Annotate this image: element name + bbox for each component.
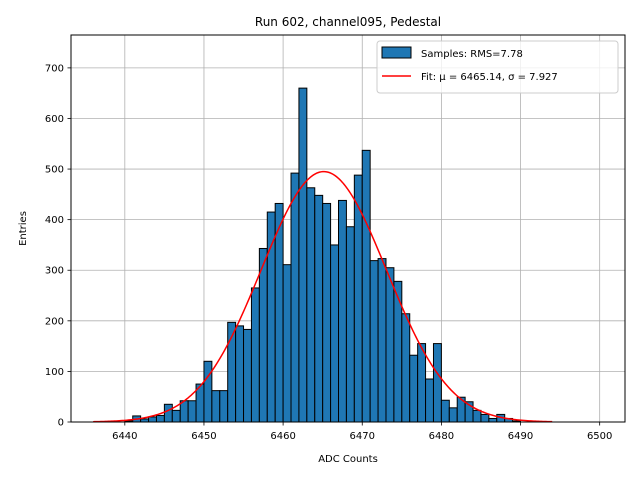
histogram-bar — [385, 267, 395, 423]
x-tick-label: 6450 — [191, 431, 216, 442]
x-axis-label: ADC Counts — [318, 454, 378, 465]
histogram-bar — [409, 354, 419, 423]
histogram-bar — [369, 260, 379, 423]
legend-box — [376, 40, 619, 94]
histogram-bar — [448, 407, 458, 423]
histogram-bar — [432, 343, 442, 423]
legend-hist-swatch — [381, 46, 412, 59]
histogram-bar — [480, 413, 490, 423]
histogram-bar — [243, 328, 252, 423]
histogram-bar — [274, 202, 284, 423]
histogram-bar — [250, 287, 260, 423]
histogram-bar — [330, 244, 340, 423]
y-tick-label: 400 — [45, 215, 64, 226]
legend-fit-label: Fit: μ = 6465.14, σ = 7.927 — [421, 72, 558, 83]
histogram-bar — [235, 325, 245, 423]
y-tick-label: 600 — [45, 114, 64, 125]
histogram-bar — [211, 390, 221, 423]
y-tick-label: 200 — [45, 316, 64, 327]
histogram-bar — [488, 417, 498, 423]
histogram-bar — [417, 343, 427, 423]
histogram-bar — [187, 400, 197, 423]
histogram-bar — [155, 414, 165, 423]
histogram-bar — [401, 313, 411, 423]
y-tick-label: 100 — [45, 367, 64, 378]
x-axis-ticks: 6440 6450 6460 6470 6480 6490 6500 — [112, 422, 612, 442]
histogram-bar — [203, 360, 213, 423]
legend-hist-label: Samples: RMS=7.78 — [421, 49, 523, 60]
histogram-bar — [298, 87, 308, 423]
fit-curve-group — [93, 170, 553, 423]
y-axis-label: Entries — [18, 211, 29, 246]
legend: Samples: RMS=7.78 Fit: μ = 6465.14, σ = … — [376, 40, 619, 94]
x-tick-label: 6480 — [429, 431, 454, 442]
histogram-bar — [266, 211, 276, 423]
x-tick-label: 6440 — [112, 431, 137, 442]
y-axis-ticks: 0 100 200 300 400 500 600 700 — [45, 63, 71, 429]
histogram-bar — [314, 194, 324, 423]
histogram-bar — [322, 202, 332, 423]
plot-frame — [70, 34, 626, 423]
histogram-bar — [219, 390, 229, 423]
histogram-bar — [306, 187, 316, 423]
y-tick-label: 700 — [45, 63, 64, 74]
histogram-bar — [171, 409, 181, 423]
histogram-bar — [258, 247, 268, 423]
y-tick-label: 300 — [45, 266, 64, 277]
x-tick-label: 6460 — [270, 431, 295, 442]
y-tick-label: 500 — [45, 165, 64, 176]
histogram-bar — [472, 409, 482, 423]
histogram-bar — [148, 416, 157, 423]
histogram-bar — [425, 378, 434, 423]
x-tick-label: 6470 — [350, 431, 375, 442]
histogram-bar — [338, 199, 347, 423]
histogram-bar — [163, 403, 173, 423]
y-tick-label: 0 — [58, 418, 64, 429]
histogram-bar — [179, 400, 189, 423]
histogram-bar — [361, 149, 371, 423]
chart-title: Run 602, channel095, Pedestal — [255, 15, 441, 29]
x-tick-label: 6500 — [587, 431, 612, 442]
histogram-bar — [290, 172, 300, 423]
x-tick-label: 6490 — [508, 431, 533, 442]
histogram-bar — [440, 399, 450, 423]
fit-curve — [93, 170, 553, 423]
histogram-bar — [282, 264, 292, 423]
histogram-bar — [377, 258, 387, 423]
histogram-bar — [345, 226, 355, 423]
